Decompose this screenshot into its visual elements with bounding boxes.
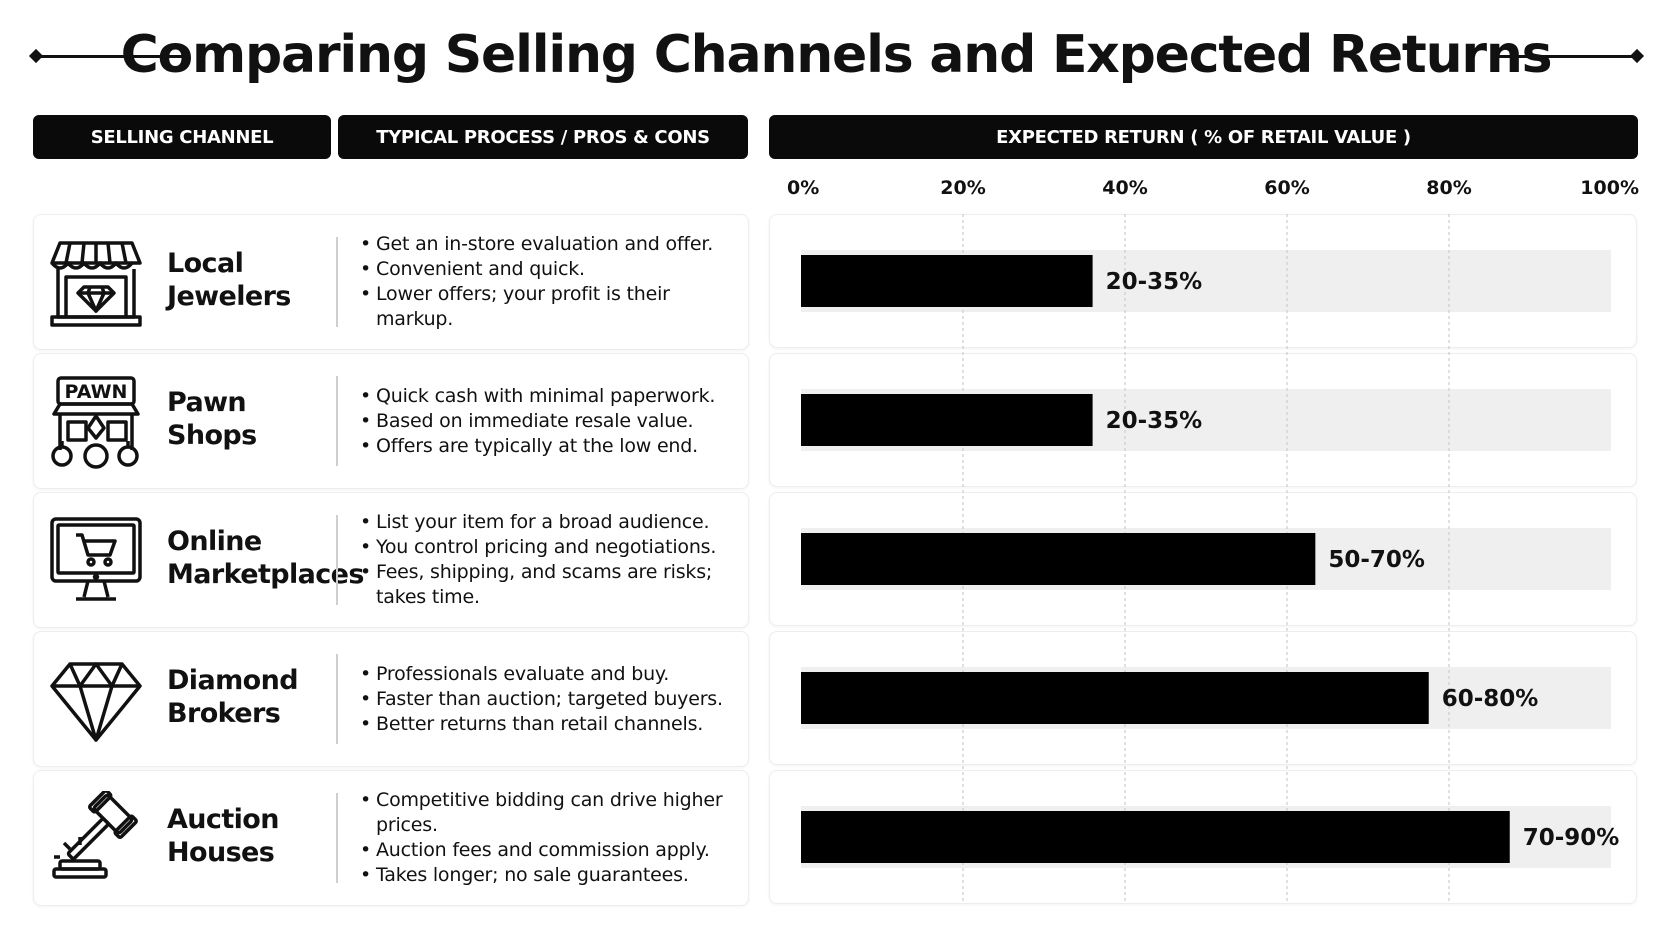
header-expected-return: EXPECTED RETURN ( % OF RETAIL VALUE ) — [769, 115, 1638, 159]
chart-row-card — [769, 353, 1637, 487]
row-divider — [336, 793, 338, 883]
list-item: Takes longer; no sale guarantees. — [360, 863, 740, 888]
gavel-icon — [52, 791, 138, 879]
list-item: List your item for a broad audience. — [360, 510, 740, 535]
list-item: Fees, shipping, and scams are risks; tak… — [360, 560, 740, 610]
channel-name: Diamond Brokers — [167, 665, 299, 729]
header-selling-channel: SELLING CHANNEL — [33, 115, 331, 159]
list-item: Get an in-store evaluation and offer. — [360, 232, 740, 257]
jewelry-store-icon — [50, 241, 142, 327]
list-item: Faster than auction; targeted buyers. — [360, 687, 740, 712]
title-rule-left — [36, 55, 188, 58]
svg-text:PAWN: PAWN — [65, 381, 128, 403]
list-item: You control pricing and negotiations. — [360, 535, 740, 560]
channel-name: Local Jewelers — [167, 248, 291, 312]
list-item: Competitive bidding can drive higher pri… — [360, 788, 740, 838]
chart-row-card — [769, 631, 1637, 765]
channel-name: Pawn Shops — [167, 387, 257, 451]
list-item: Quick cash with minimal paperwork. — [360, 384, 740, 409]
row-divider — [336, 237, 338, 327]
x-tick-label: 80% — [1426, 177, 1471, 199]
pros-cons-list: Quick cash with minimal paperwork. Based… — [360, 354, 740, 488]
pawn-shop-icon: PAWN — [51, 376, 140, 469]
pros-cons-list: Get an in-store evaluation and offer. Co… — [360, 215, 740, 349]
chart-tick-labels: 0% 20% 40% 60% 80% 100% — [787, 177, 1639, 199]
list-item: Convenient and quick. — [360, 257, 740, 282]
pros-cons-list: Professionals evaluate and buy. Faster t… — [360, 632, 740, 766]
list-item: Based on immediate resale value. — [360, 409, 740, 434]
channel-name: Online Marketplaces — [167, 526, 364, 590]
chart-row-card — [769, 214, 1637, 348]
list-item: Professionals evaluate and buy. — [360, 662, 740, 687]
chart-row-card — [769, 770, 1637, 904]
x-tick-label: 60% — [1264, 177, 1309, 199]
diamond-icon — [50, 662, 142, 742]
list-item: Auction fees and commission apply. — [360, 838, 740, 863]
chart-row-card — [769, 492, 1637, 626]
row-divider — [336, 515, 338, 605]
pros-cons-list: Competitive bidding can drive higher pri… — [360, 771, 740, 905]
row-divider — [336, 376, 338, 466]
title-rule-right — [1497, 55, 1637, 58]
x-tick-label: 20% — [940, 177, 985, 199]
x-tick-label: 0% — [787, 177, 819, 199]
x-tick-label: 40% — [1102, 177, 1147, 199]
list-item: Lower offers; your profit is their marku… — [360, 282, 740, 332]
channel-name: Auction Houses — [167, 804, 279, 868]
row-divider — [336, 654, 338, 744]
list-item: Offers are typically at the low end. — [360, 434, 740, 459]
computer-cart-icon — [50, 517, 142, 601]
list-item: Better returns than retail channels. — [360, 712, 740, 737]
x-tick-label: 100% — [1580, 177, 1639, 199]
page-title: Comparing Selling Channels and Expected … — [120, 25, 1553, 85]
pros-cons-list: List your item for a broad audience. You… — [360, 493, 740, 627]
header-process: TYPICAL PROCESS / PROS & CONS — [338, 115, 748, 159]
